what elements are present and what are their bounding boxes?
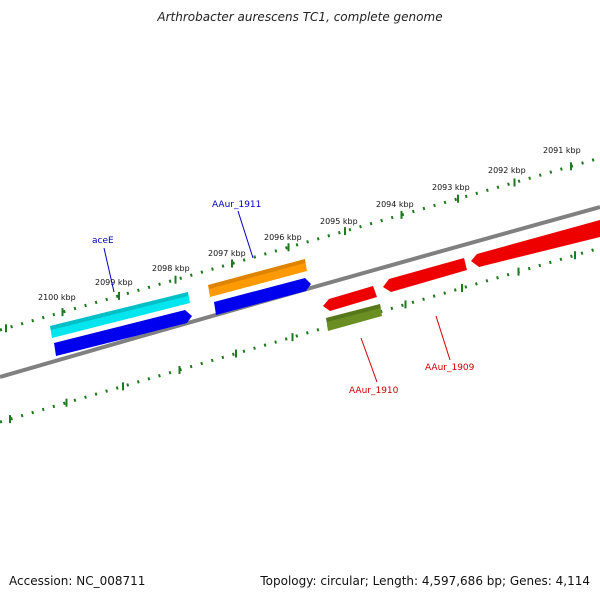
cds-aaur-1909-b[interactable] — [471, 220, 600, 267]
leader-aaur-1909 — [435, 315, 451, 361]
gene-label-aaur-1909[interactable]: AAur_1909 — [425, 363, 475, 373]
cds-acee[interactable] — [54, 310, 192, 356]
cds-aaur-1909-a[interactable] — [383, 258, 467, 292]
scale-label-2096: 2096 kbp — [264, 233, 302, 242]
scale-label-2097: 2097 kbp — [208, 249, 246, 258]
feature-aaur-1911-gene[interactable] — [208, 259, 307, 297]
genome-summary-text: Topology: circular; Length: 4,597,686 bp… — [260, 574, 590, 588]
scale-label-2092: 2092 kbp — [488, 166, 526, 175]
map-title: Arthrobacter aurescens TC1, complete gen… — [157, 10, 443, 24]
scale-ticks — [5, 162, 576, 424]
leader-aaur-1911 — [237, 210, 254, 259]
scale-label-2095: 2095 kbp — [320, 217, 358, 226]
scale-label-2093: 2093 kbp — [432, 183, 470, 192]
scale-label-2100: 2100 kbp — [38, 293, 76, 302]
leader-aaur-1910 — [360, 337, 378, 383]
gene-label-aaur-1911[interactable]: AAur_1911 — [212, 200, 261, 210]
feature-aaur-1910-gene[interactable] — [326, 304, 382, 331]
scale-label-2094: 2094 kbp — [376, 200, 414, 209]
cds-aaur-1910[interactable] — [323, 286, 377, 311]
outer-scale-line — [0, 156, 600, 332]
cds-aaur-1911[interactable] — [214, 278, 311, 315]
scale-label-2099: 2099 kbp — [95, 278, 133, 287]
gene-label-acee[interactable]: aceE — [92, 236, 114, 246]
gene-label-aaur-1910[interactable]: AAur_1910 — [349, 386, 399, 396]
feature-acee-gene[interactable] — [50, 292, 190, 338]
scale-label-2098: 2098 kbp — [152, 264, 190, 273]
scale-label-2091: 2091 kbp — [543, 146, 581, 155]
accession-text: Accession: NC_008711 — [9, 574, 146, 588]
leader-acee — [103, 247, 115, 293]
